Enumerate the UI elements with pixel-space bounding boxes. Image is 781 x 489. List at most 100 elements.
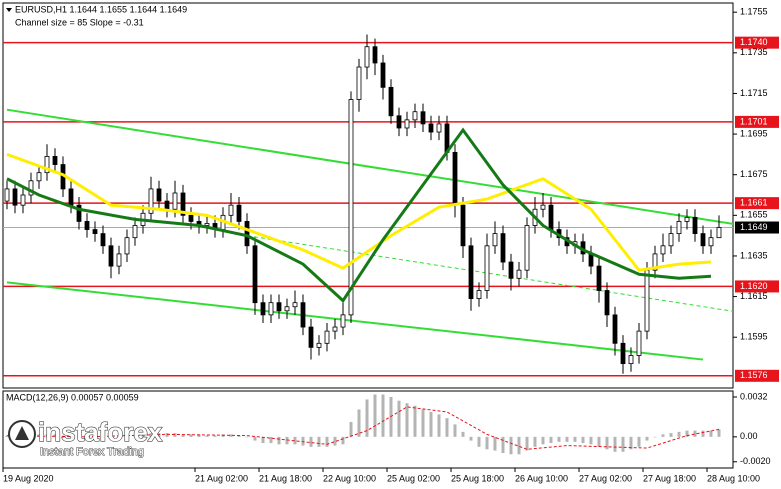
x-tick-label: 25 Aug 02:00 (387, 473, 440, 483)
macd-bar (93, 436, 97, 440)
macd-bar (605, 436, 609, 450)
macd-bar (333, 436, 337, 446)
candle-body (364, 46, 370, 68)
candle-body (516, 269, 522, 279)
candle-body (236, 204, 242, 222)
candle-body (628, 355, 634, 365)
candle-body (548, 204, 554, 230)
candle-body (508, 261, 514, 279)
y-tick-label: 1.1615 (740, 291, 768, 301)
candle-body (388, 86, 394, 117)
macd-bar (101, 436, 105, 440)
y-tick-label: 1.1635 (740, 250, 768, 260)
candle-body (308, 326, 314, 348)
candle-body (100, 233, 106, 247)
macd-bar (461, 431, 465, 437)
macd-bar (125, 436, 129, 438)
macd-bar (117, 436, 121, 439)
candle-body (44, 156, 50, 174)
candle-body (500, 233, 506, 263)
candle-body (92, 229, 98, 235)
macd-bar (501, 436, 505, 454)
candle-body (372, 46, 378, 64)
candle-body (524, 225, 530, 271)
macd-bar (77, 436, 81, 439)
candle-body (268, 302, 274, 316)
candle-body (468, 245, 474, 300)
macd-bar (341, 436, 345, 445)
candle-body (332, 326, 338, 332)
macd-tick-label: 0.0032 (740, 391, 768, 401)
channel-line (6, 108, 733, 225)
macd-title: MACD(12,26,9) 0.00057 0.00059 (6, 392, 139, 402)
y-tick-label: 1.1755 (740, 7, 768, 17)
macd-bar (637, 436, 641, 447)
macd-bar (373, 394, 377, 437)
macd-bar (381, 394, 385, 437)
candle-body (708, 237, 714, 247)
macd-bar (613, 436, 617, 452)
macd-bar (197, 434, 201, 437)
macd-bar (53, 434, 57, 437)
candle-body (292, 302, 298, 308)
macd-bar (709, 430, 713, 437)
candle-body (284, 306, 290, 312)
candle-body (428, 123, 434, 133)
y-tick-label: 1.1595 (740, 332, 768, 342)
chart-subtitle: Channel size = 85 Slope = -0.31 (15, 17, 144, 27)
macd-bar (485, 436, 489, 450)
candle-body (124, 237, 130, 255)
macd-bar (181, 434, 185, 437)
candle-body (636, 330, 642, 356)
candle-body (404, 119, 410, 129)
candle-body (340, 314, 346, 328)
macd-signal (6, 406, 720, 450)
candle-body (188, 214, 194, 222)
level-label-box (735, 369, 779, 382)
candle-body (164, 200, 170, 210)
level-label-box (735, 280, 779, 293)
level-label: 1.1620 (740, 281, 768, 291)
y-tick-label: 1.1655 (740, 210, 768, 220)
macd-bar (669, 433, 673, 437)
macd-bar (677, 431, 681, 437)
candle-body (300, 302, 306, 328)
macd-bar (573, 436, 577, 442)
macd-bar (397, 400, 401, 437)
candle-body (604, 290, 610, 316)
x-tick-label: 27 Aug 18:00 (643, 473, 696, 483)
macd-bar (309, 436, 313, 447)
macd-bar (237, 435, 241, 437)
candle-body (260, 302, 266, 316)
level-label: 1.1740 (740, 37, 768, 47)
macd-bar (229, 434, 233, 437)
candle-body (36, 172, 42, 182)
macd-bar (325, 436, 329, 447)
macd-bar (5, 435, 9, 437)
candle-body (28, 180, 34, 196)
macd-bar (365, 399, 369, 437)
candle-body (4, 188, 10, 202)
macd-bar (277, 436, 281, 445)
candle-body (476, 290, 482, 300)
candle-body (436, 123, 442, 133)
candle-body (276, 302, 282, 312)
candle-body (452, 151, 458, 206)
candle-body (316, 342, 322, 348)
candle-body (20, 194, 26, 206)
candle-body (252, 245, 258, 304)
candle-body (716, 227, 722, 239)
macd-bar (517, 436, 521, 455)
logo-tagline: Instant Forex Trading (40, 446, 144, 458)
level-label: 1.1576 (740, 370, 768, 380)
macd-tick-label: -0.0020 (740, 456, 771, 466)
y-tick-label: 1.1675 (740, 169, 768, 179)
candle-body (76, 204, 82, 222)
macd-bar (685, 430, 689, 437)
chart-title: EURUSD,H1 1.1644 1.1655 1.1644 1.1649 (15, 4, 187, 14)
macd-bar (477, 436, 481, 447)
macd-bar (421, 409, 425, 437)
macd-bar (693, 430, 697, 437)
macd-bar (469, 436, 473, 441)
candle-body (492, 233, 498, 247)
